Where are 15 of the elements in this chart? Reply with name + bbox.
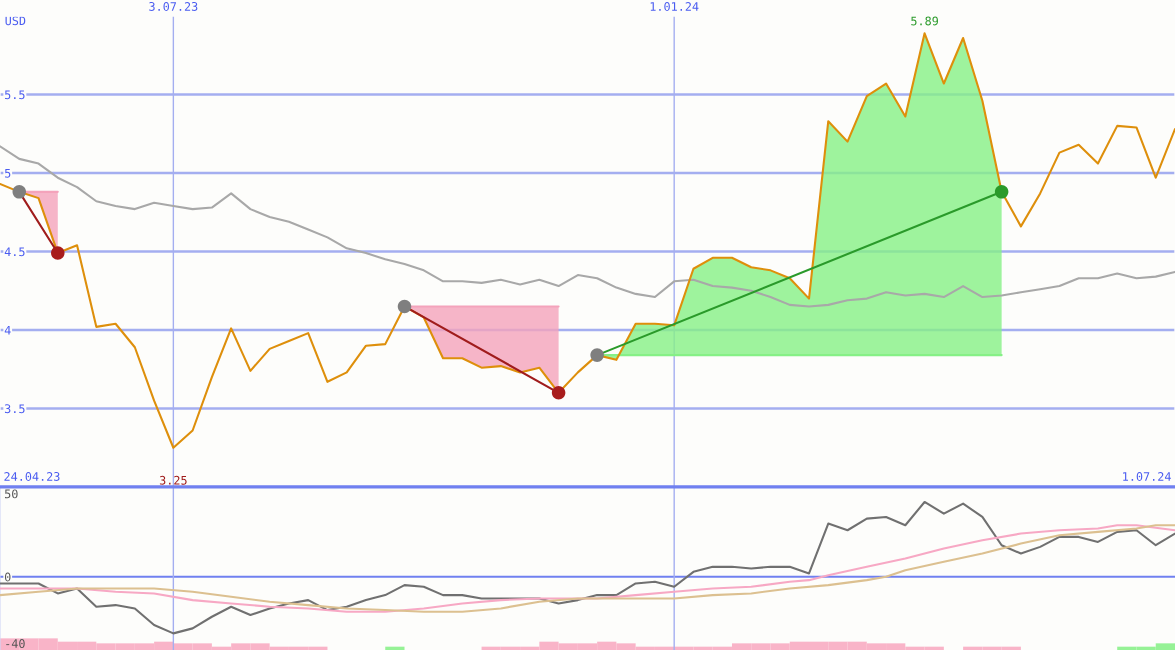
y-tick-label: 3.5 bbox=[4, 404, 25, 414]
annotation: 24.04.23 bbox=[4, 472, 60, 481]
y-axis-title: USD bbox=[5, 16, 26, 26]
y-tick-label: 0 bbox=[4, 572, 11, 582]
y-tick-label: 50 bbox=[4, 489, 18, 499]
annotation: 5.89 bbox=[911, 16, 938, 26]
y-tick-label: 5 bbox=[4, 168, 11, 178]
x-tick-label: 1.01.24 bbox=[650, 2, 699, 11]
y-tick-label: 4.5 bbox=[4, 247, 25, 257]
y-tick-label: 5.5 bbox=[4, 90, 25, 100]
annotation: 1.07.24 bbox=[1123, 472, 1171, 481]
annotation: 3.25 bbox=[159, 475, 187, 485]
y-tick-label: -40 bbox=[6, 639, 25, 649]
y-tick-label: 4 bbox=[4, 325, 11, 335]
x-tick-label: 3.07.23 bbox=[149, 2, 198, 11]
